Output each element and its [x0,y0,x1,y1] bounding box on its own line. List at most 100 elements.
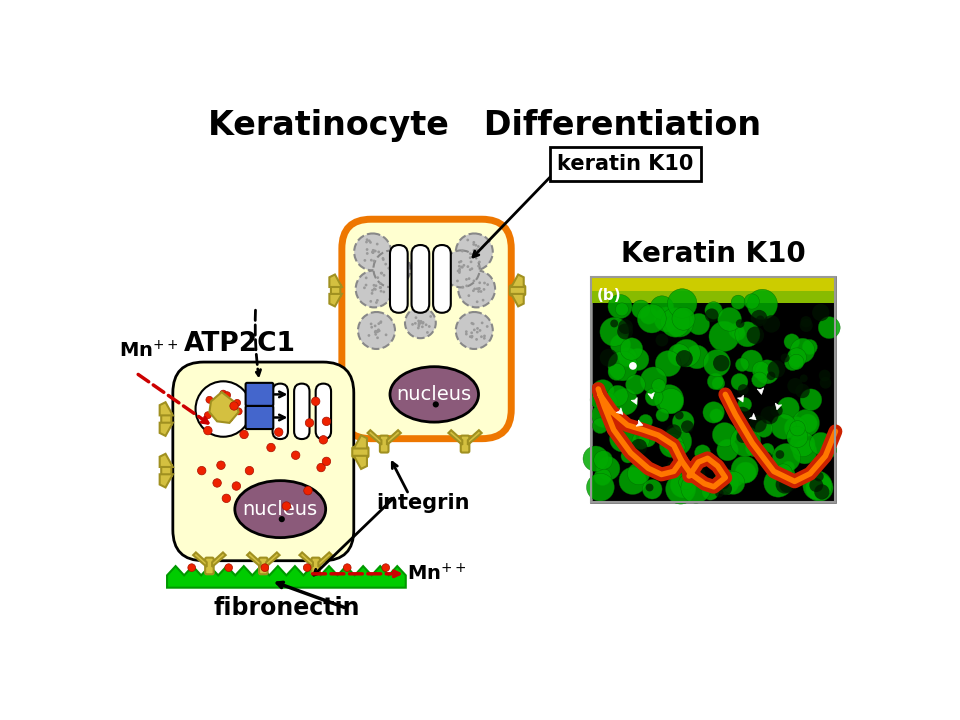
Circle shape [204,412,211,418]
Circle shape [774,464,792,482]
Circle shape [366,248,369,251]
Circle shape [467,238,469,241]
Circle shape [481,322,484,324]
Circle shape [458,268,461,271]
Circle shape [216,402,223,409]
Polygon shape [193,552,206,567]
Circle shape [729,323,744,338]
Circle shape [704,350,731,377]
Circle shape [637,304,666,333]
Circle shape [368,239,371,242]
Circle shape [713,355,730,372]
Circle shape [780,354,790,362]
Circle shape [594,468,612,485]
Circle shape [469,252,471,255]
Circle shape [771,405,782,417]
Circle shape [718,307,741,331]
Circle shape [735,358,749,372]
Circle shape [373,250,376,253]
Circle shape [379,282,382,284]
Polygon shape [329,294,342,307]
FancyBboxPatch shape [510,285,525,295]
Circle shape [414,322,417,325]
Circle shape [379,286,381,289]
Circle shape [705,308,718,322]
Circle shape [466,284,468,287]
FancyBboxPatch shape [273,384,288,439]
Circle shape [670,472,696,498]
Circle shape [732,295,745,310]
Circle shape [415,316,418,319]
Circle shape [600,318,629,346]
Circle shape [587,473,614,501]
Circle shape [468,256,471,259]
Circle shape [820,377,831,389]
Polygon shape [368,431,381,445]
Circle shape [478,287,481,290]
FancyBboxPatch shape [316,384,331,439]
Circle shape [456,233,492,271]
Circle shape [646,484,654,492]
Circle shape [481,246,484,249]
Circle shape [377,251,380,253]
Circle shape [787,426,807,448]
Circle shape [719,482,732,495]
FancyBboxPatch shape [159,465,173,476]
Circle shape [645,388,663,406]
Circle shape [366,252,369,255]
Circle shape [426,331,429,334]
Circle shape [761,451,772,462]
Circle shape [478,282,481,284]
Text: keratin K10: keratin K10 [558,154,694,174]
Circle shape [383,274,385,276]
Circle shape [787,378,804,394]
Circle shape [714,469,739,495]
Circle shape [303,564,311,572]
Circle shape [376,330,379,332]
Circle shape [784,417,807,439]
Circle shape [632,432,650,449]
Circle shape [592,418,608,433]
Circle shape [681,473,711,503]
FancyBboxPatch shape [433,245,451,312]
Circle shape [418,325,420,327]
Polygon shape [159,423,173,436]
Circle shape [470,336,473,338]
Circle shape [474,244,477,247]
Circle shape [375,243,378,246]
Circle shape [717,477,730,490]
Circle shape [446,271,449,274]
Circle shape [474,250,477,253]
Circle shape [594,451,612,469]
Circle shape [384,263,387,266]
Circle shape [275,428,283,436]
Circle shape [772,444,801,472]
Circle shape [665,474,696,504]
Circle shape [731,426,760,456]
Circle shape [462,286,464,289]
Circle shape [652,379,665,392]
Circle shape [752,361,770,379]
Circle shape [421,321,424,324]
Circle shape [461,250,464,253]
Circle shape [429,315,432,318]
Circle shape [394,266,396,268]
Circle shape [679,474,693,490]
Circle shape [385,333,388,336]
Circle shape [790,420,805,436]
Circle shape [225,564,232,572]
Circle shape [632,300,650,318]
Circle shape [722,472,745,495]
Circle shape [801,316,811,328]
Polygon shape [319,552,332,567]
Circle shape [213,479,222,487]
Circle shape [418,320,420,323]
Circle shape [376,276,379,279]
Circle shape [372,251,374,254]
Polygon shape [750,413,756,420]
FancyBboxPatch shape [205,557,214,575]
Circle shape [374,284,377,287]
Circle shape [715,489,724,498]
Circle shape [458,271,495,307]
Circle shape [654,307,679,332]
